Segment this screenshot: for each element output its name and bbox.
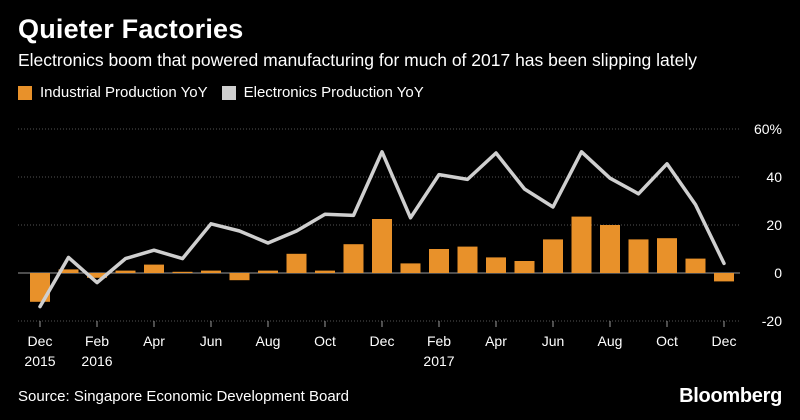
legend-label-electronics: Electronics Production YoY (243, 84, 424, 101)
legend: Industrial Production YoY Electronics Pr… (18, 84, 438, 101)
chart-subtitle: Electronics boom that powered manufactur… (18, 50, 698, 70)
bar (514, 261, 535, 273)
x-tick-label: Jun (542, 333, 565, 349)
legend-item-electronics: Electronics Production YoY (221, 84, 424, 101)
chart-title: Quieter Factories (18, 14, 244, 44)
bar (343, 244, 364, 273)
x-tick-label: Oct (314, 333, 336, 349)
x-tick-label: Oct (656, 333, 678, 349)
bar (229, 273, 250, 281)
x-tick-label: Jun (200, 333, 223, 349)
y-tick-label: 40 (766, 169, 782, 185)
bar (372, 219, 392, 273)
source-note: Source: Singapore Economic Development B… (18, 388, 350, 405)
x-tick-label: Aug (256, 333, 281, 349)
x-tick-label-year: 2017 (423, 353, 454, 369)
x-tick-label: Feb (427, 333, 451, 349)
bar (258, 270, 278, 273)
bar (628, 239, 649, 273)
x-tick-label: Feb (85, 333, 109, 349)
y-tick-label: 60% (754, 121, 782, 137)
y-tick-label: 0 (774, 265, 782, 281)
x-tick-label: Dec (370, 333, 395, 349)
bar (172, 271, 193, 273)
bar (600, 225, 620, 273)
bloomberg-logo: Bloomberg (679, 385, 782, 407)
bar (87, 273, 107, 278)
x-tick-label: Dec (28, 333, 53, 349)
legend-label-industrial: Industrial Production YoY (40, 84, 208, 101)
bar (115, 270, 136, 273)
bar (657, 238, 677, 273)
bar (315, 270, 335, 273)
bar (201, 270, 221, 273)
bar (685, 258, 706, 273)
legend-swatch-industrial (18, 85, 32, 100)
bar (58, 269, 79, 273)
bar (429, 249, 449, 273)
bar (543, 239, 563, 273)
electronics-line (38, 150, 726, 309)
x-tick-label-year: 2016 (81, 353, 112, 369)
x-tick-label: Aug (598, 333, 623, 349)
x-tick-label-year: 2015 (24, 353, 55, 369)
y-tick-label: 20 (766, 217, 782, 233)
bar (400, 263, 421, 273)
bar (457, 246, 478, 273)
y-tick-label: -20 (762, 313, 782, 329)
x-tick-label: Apr (143, 333, 165, 349)
bar (144, 264, 164, 273)
x-tick-label: Dec (712, 333, 737, 349)
legend-item-industrial: Industrial Production YoY (18, 84, 208, 101)
bar (286, 253, 307, 273)
bar (714, 273, 734, 282)
legend-swatch-electronics (221, 85, 236, 100)
bar (486, 257, 506, 273)
x-tick-label: Apr (485, 333, 507, 349)
bar (571, 216, 592, 273)
